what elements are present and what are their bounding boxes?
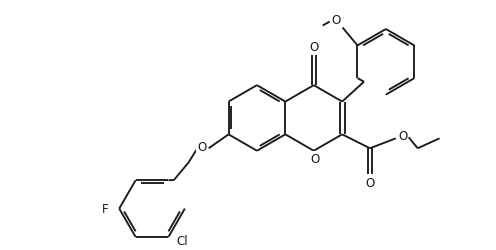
Text: O: O: [331, 14, 340, 27]
Text: F: F: [102, 202, 109, 215]
Text: O: O: [309, 41, 318, 54]
Text: Cl: Cl: [177, 234, 188, 248]
Text: O: O: [310, 152, 319, 166]
Text: O: O: [398, 129, 407, 142]
Text: O: O: [366, 176, 374, 189]
Text: O: O: [197, 140, 206, 153]
